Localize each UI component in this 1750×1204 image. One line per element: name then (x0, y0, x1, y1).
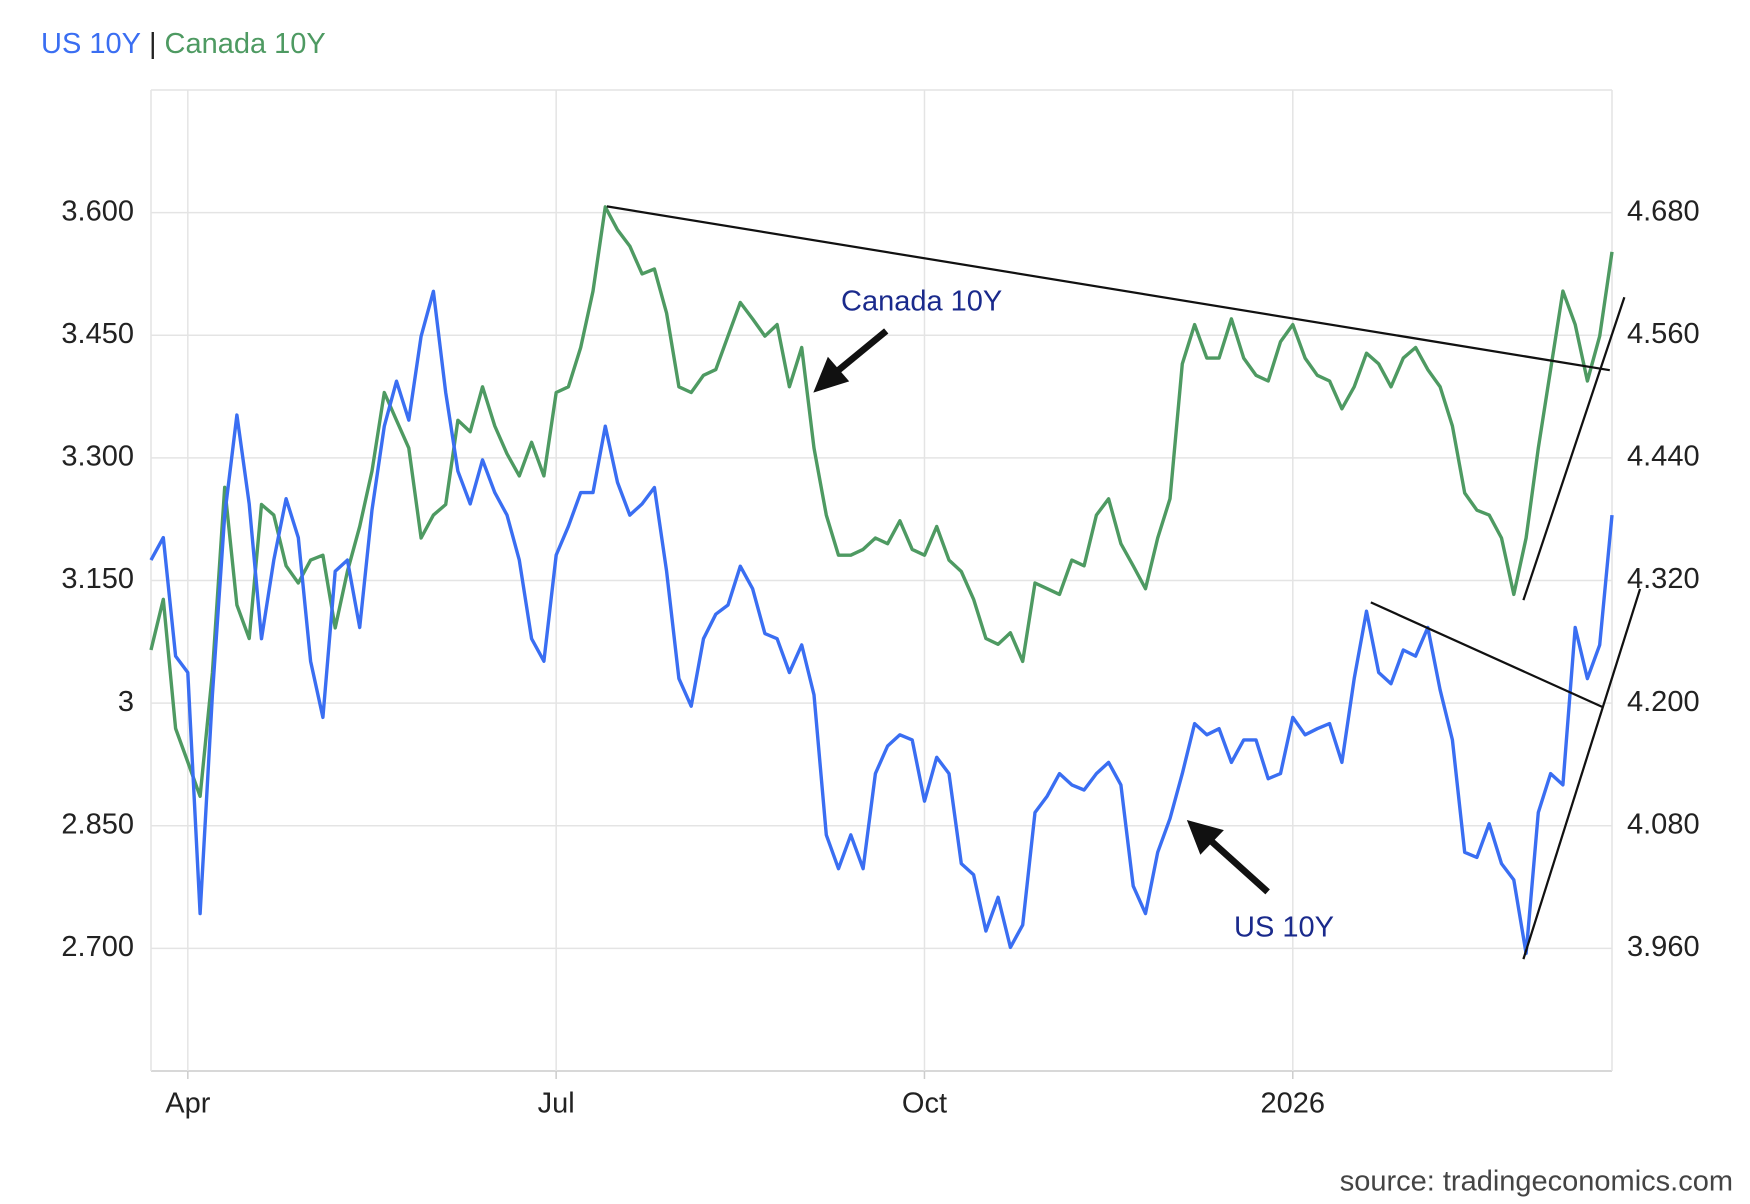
arrow (1209, 838, 1270, 895)
plot-area: 2.700 2.850 3 3.150 3.300 3.450 3.600 3.960 4.08… (61, 89, 1700, 1120)
x-tick-label: Jul (538, 1088, 575, 1120)
series-line (149, 289, 1614, 956)
y2-tick-label: 4.440 (1627, 441, 1700, 473)
x-tick-label: 2026 (1261, 1088, 1326, 1120)
trendline (1522, 296, 1626, 601)
series-line (149, 205, 1614, 798)
y2-tick-label: 3.960 (1627, 931, 1700, 963)
trendline (1370, 601, 1603, 708)
trendline (1522, 588, 1642, 960)
trendline (606, 205, 1610, 372)
y-tick-label: 3 (118, 686, 134, 718)
legend-entry: US 10Y (41, 28, 141, 60)
arrow (833, 328, 889, 376)
y-tick-label: 2.850 (61, 808, 134, 840)
y-tick-label: 3.600 (61, 195, 134, 227)
source: source: tradingeconomics.com (1340, 1166, 1733, 1198)
x-tick-label: Apr (165, 1088, 210, 1120)
y2-tick-label: 4.320 (1627, 563, 1700, 595)
legend-separator: | (149, 28, 157, 60)
arrow-head (1186, 820, 1224, 855)
y2-tick-label: 4.200 (1627, 686, 1700, 718)
legend: US 10Y | Canada 10Y (41, 28, 326, 60)
arrow-head (813, 356, 850, 393)
legend-entry: Canada 10Y (165, 28, 326, 60)
trendlines (606, 205, 1642, 960)
y2-tick-label: 4.560 (1627, 318, 1700, 350)
y-tick-label: 3.150 (61, 563, 134, 595)
y-tick-label: 3.300 (61, 441, 134, 473)
y2-tick-label: 4.680 (1627, 195, 1700, 227)
y-tick-label: 2.700 (61, 931, 134, 963)
y2-tick-label: 4.080 (1627, 808, 1700, 840)
annotation: US 10Y (1234, 912, 1334, 944)
x-tick-label: Oct (902, 1088, 947, 1120)
annotation: Canada 10Y (841, 286, 1002, 318)
y-tick-label: 3.450 (61, 318, 134, 350)
